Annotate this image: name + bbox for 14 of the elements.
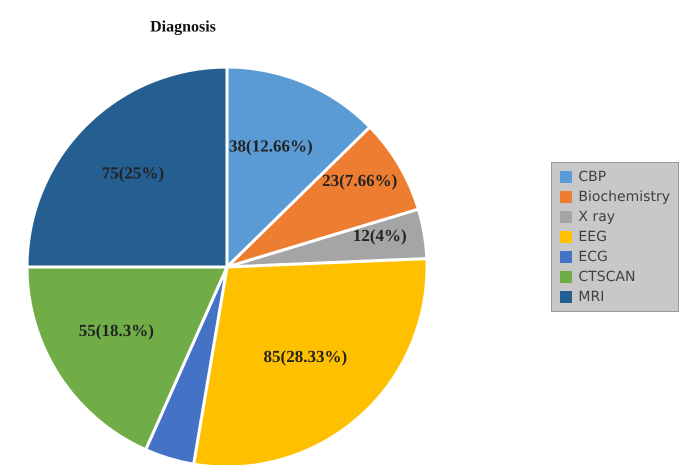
legend-label: X ray: [578, 208, 616, 226]
legend-label: ECG: [578, 248, 608, 266]
legend-label: CBP: [578, 168, 606, 186]
data-label: 23(7.66%): [322, 171, 398, 190]
legend-label: CTSCAN: [578, 268, 636, 286]
legend-label: Biochemistry: [578, 188, 670, 206]
data-label: 38(12.66%): [229, 136, 313, 156]
data-label: 12(4%): [352, 226, 407, 245]
legend-label: MRI: [578, 288, 604, 306]
data-label: 75(25%): [102, 163, 164, 182]
data-label: 85(28.33%): [264, 347, 348, 366]
legend-label: EEG: [578, 228, 607, 246]
data-label: 55(18.3%): [78, 321, 154, 340]
chart-title: Diagnosis: [150, 18, 216, 36]
